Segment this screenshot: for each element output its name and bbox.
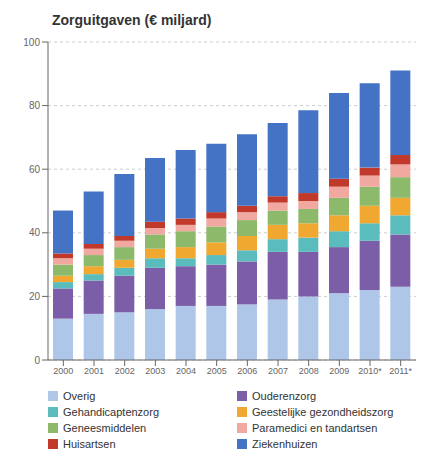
svg-text:2008: 2008 xyxy=(299,366,319,376)
svg-text:2010*: 2010* xyxy=(358,366,382,376)
html-text:Gehandicaptenzorg: Gehandicaptenzorg xyxy=(63,406,159,418)
svg-text:2006: 2006 xyxy=(237,366,257,376)
html-text:Ziekenhuizen: Ziekenhuizen xyxy=(252,438,318,450)
html-text:Overig: Overig xyxy=(63,390,96,402)
svg-text:2004: 2004 xyxy=(176,366,196,376)
svg-text:0: 0 xyxy=(34,355,40,366)
html-text:Geestelijke gezondheidszorg: Geestelijke gezondheidszorg xyxy=(252,406,394,418)
svg-text:40: 40 xyxy=(29,227,41,238)
svg-text:2001: 2001 xyxy=(84,366,104,376)
html-text:Paramedici en tandartsen: Paramedici en tandartsen xyxy=(252,422,378,434)
html-text:Ouderenzorg: Ouderenzorg xyxy=(252,390,317,402)
svg-text:20: 20 xyxy=(29,291,41,302)
svg-text:60: 60 xyxy=(29,164,41,175)
svg-text:100: 100 xyxy=(23,37,40,48)
svg-text:2000: 2000 xyxy=(53,366,73,376)
svg-text:2003: 2003 xyxy=(145,366,165,376)
svg-text:2005: 2005 xyxy=(207,366,227,376)
html-text:Huisartsen: Huisartsen xyxy=(63,438,116,450)
svg-text:80: 80 xyxy=(29,100,41,111)
svg-text:2002: 2002 xyxy=(115,366,135,376)
html-text:Geneesmiddelen: Geneesmiddelen xyxy=(63,422,147,434)
svg-text:2009: 2009 xyxy=(329,366,349,376)
svg-text:2011*: 2011* xyxy=(389,366,412,376)
html-text:Zorguitgaven (€ miljard): Zorguitgaven (€ miljard) xyxy=(52,12,212,28)
svg-text:2007: 2007 xyxy=(268,366,288,376)
